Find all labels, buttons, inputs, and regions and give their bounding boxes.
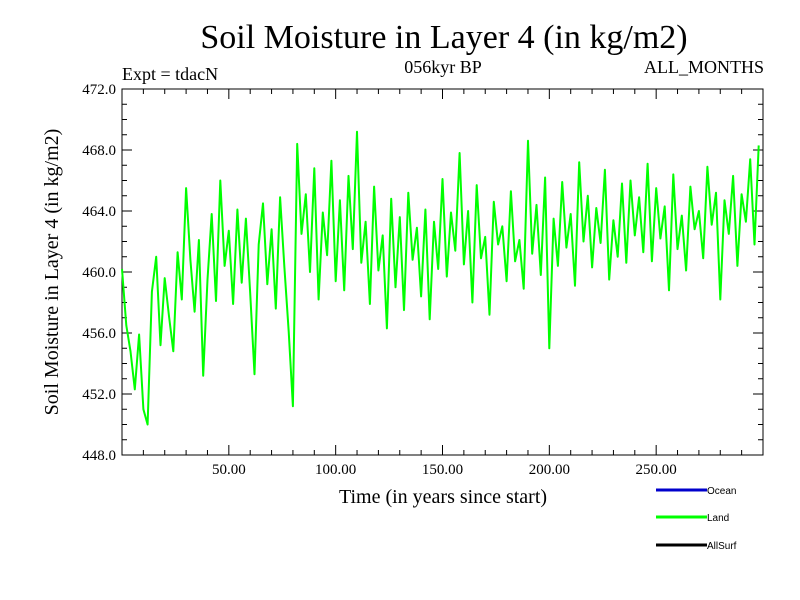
y-tick-label: 464.0 <box>82 204 116 220</box>
y-tick-label: 448.0 <box>82 448 116 464</box>
y-axis-label: Soil Moisture in Layer 4 (in kg/m2) <box>41 129 63 416</box>
chart-title: Soil Moisture in Layer 4 (in kg/m2) <box>200 19 687 56</box>
legend: Ocean Land AllSurf <box>656 486 737 552</box>
y-tick-label: 460.0 <box>82 265 116 281</box>
experiment-label: Expt = tdacN <box>122 64 218 84</box>
x-axis-label: Time (in years since start) <box>339 486 547 508</box>
legend-ocean-label: Ocean <box>707 486 736 497</box>
legend-land-label: Land <box>707 513 729 524</box>
x-tick-label: 250.00 <box>636 462 677 478</box>
x-axis: 50.00 100.00 150.00 200.00 250.00 <box>142 89 743 478</box>
y-tick-label: 456.0 <box>82 326 116 342</box>
months-label: ALL_MONTHS <box>644 57 764 77</box>
y-tick-label: 468.0 <box>82 143 116 159</box>
x-tick-label: 150.00 <box>422 462 463 478</box>
plot-frame <box>121 88 764 456</box>
x-tick-label: 100.00 <box>315 462 356 478</box>
y-tick-label: 452.0 <box>82 387 116 403</box>
period-label: 056kyr BP <box>404 57 482 77</box>
x-tick-label: 50.00 <box>212 462 246 478</box>
y-tick-label: 472.0 <box>82 82 116 98</box>
y-axis: 448.0 452.0 456.0 460.0 464.0 468.0 472.0 <box>82 82 763 464</box>
x-tick-label: 200.00 <box>529 462 570 478</box>
legend-allsurf-label: AllSurf <box>707 541 737 552</box>
series-line-land <box>121 130 760 426</box>
